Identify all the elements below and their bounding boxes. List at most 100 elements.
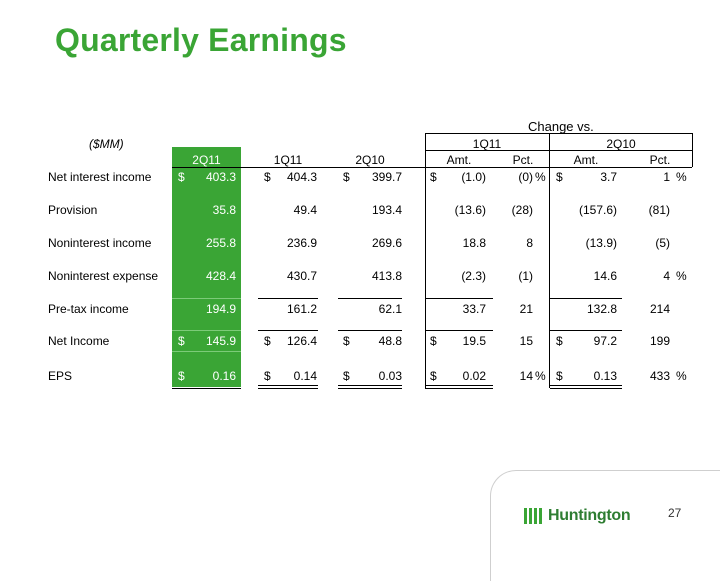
subtotal-rule [550, 298, 622, 299]
total-double-rule [258, 388, 318, 389]
dollar-sign: $ [264, 369, 271, 383]
value-1q11: 0.14 [293, 369, 317, 383]
value-2q11: 428.4 [205, 269, 236, 283]
change-amt-2q10: (13.9) [585, 236, 617, 250]
change-pct-2q10: 4 [663, 269, 670, 283]
value-1q11: 236.9 [286, 236, 317, 250]
value-2q10: 269.6 [371, 236, 402, 250]
value-2q10: 62.1 [378, 302, 402, 316]
value-2q11: 35.8 [212, 203, 236, 217]
group-divider-rule [549, 133, 550, 388]
change-vs-label: Change vs. [528, 119, 594, 134]
change-amt-1q11: (13.6) [454, 203, 486, 217]
row-label: Pre-tax income [48, 302, 129, 316]
total-double-rule [258, 385, 318, 386]
dollar-sign: $ [178, 170, 185, 184]
change-amt-2q10: (157.6) [578, 203, 617, 217]
column-header: 1Q11 [273, 153, 303, 167]
green-rule [172, 330, 241, 331]
total-double-rule [338, 385, 402, 386]
dollar-sign: $ [556, 334, 563, 348]
change-pct-1q11: 14 [519, 369, 533, 383]
change-amt-1q11: 0.02 [462, 369, 486, 383]
dollar-sign: $ [556, 170, 563, 184]
percent-sign: % [535, 170, 546, 184]
column-header: 2Q10 [355, 153, 385, 167]
dollar-sign: $ [343, 334, 350, 348]
total-double-rule [550, 385, 622, 386]
value-2q10: 413.8 [371, 269, 402, 283]
page-number: 27 [668, 506, 682, 520]
dollar-sign: $ [430, 369, 437, 383]
footer-curve-decoration [490, 470, 720, 581]
dollar-sign: $ [178, 369, 185, 383]
green-rule [172, 351, 241, 352]
percent-sign: % [676, 369, 687, 383]
dollar-sign: $ [264, 334, 271, 348]
change-pct-1q11: 8 [526, 236, 533, 250]
change-amt-1q11: 18.8 [462, 236, 486, 250]
percent-sign: % [676, 170, 687, 184]
row-label: Net interest income [48, 170, 152, 184]
change-pct-1q11: 15 [519, 334, 533, 348]
value-1q11: 404.3 [286, 170, 317, 184]
subtotal-rule [338, 298, 402, 299]
huntington-logo-icon [523, 506, 543, 526]
dollar-sign: $ [430, 170, 437, 184]
dollar-sign: $ [556, 369, 563, 383]
column-header: Amt. [446, 153, 472, 167]
column-header: 2Q11 [192, 153, 221, 167]
value-2q10: 48.8 [378, 334, 402, 348]
subtotal-rule [258, 330, 318, 331]
change-amt-2q10: 3.7 [600, 170, 617, 184]
dollar-sign: $ [343, 369, 350, 383]
change-amt-2q10: 97.2 [593, 334, 617, 348]
subtotal-rule [425, 298, 493, 299]
column-header: Amt. [573, 153, 599, 167]
value-1q11: 126.4 [286, 334, 317, 348]
header-bottom-rule [172, 167, 692, 168]
change-amt-1q11: 19.5 [462, 334, 486, 348]
dollar-sign: $ [264, 170, 271, 184]
row-label: Provision [48, 203, 98, 217]
group-header-2q10: 2Q10 [606, 137, 636, 151]
percent-sign: % [676, 269, 687, 283]
value-2q10: 193.4 [371, 203, 402, 217]
dollar-sign: $ [430, 334, 437, 348]
value-2q11: 255.8 [205, 236, 236, 250]
total-double-rule [550, 388, 622, 389]
total-double-rule [338, 388, 402, 389]
change-amt-2q10: 0.13 [593, 369, 617, 383]
group-header-1q11: 1Q11 [472, 137, 502, 151]
units-label: ($MM) [89, 137, 124, 151]
subtotal-rule [258, 298, 318, 299]
green-bottom-rule [172, 388, 241, 389]
value-1q11: 430.7 [286, 269, 317, 283]
change-amt-2q10: 14.6 [593, 269, 617, 283]
change-amt-1q11: (2.3) [461, 269, 486, 283]
change-pct-1q11: 21 [519, 302, 533, 316]
current-quarter-highlight [172, 147, 241, 387]
value-1q11: 161.2 [286, 302, 317, 316]
row-label: Net Income [48, 334, 110, 348]
change-pct-2q10: 214 [649, 302, 670, 316]
change-pct-2q10: 1 [663, 170, 670, 184]
value-1q11: 49.4 [293, 203, 317, 217]
column-header: Pct. [649, 153, 671, 167]
green-rule [172, 298, 241, 299]
dollar-sign: $ [343, 170, 350, 184]
change-pct-1q11: (28) [511, 203, 533, 217]
subtotal-rule [550, 330, 622, 331]
row-label: Noninterest expense [48, 269, 159, 283]
change-amt-1q11: 33.7 [462, 302, 486, 316]
group-top-rule [425, 133, 692, 134]
value-2q11: 145.9 [205, 334, 236, 348]
change-pct-2q10: (5) [655, 236, 670, 250]
group-right-rule [692, 133, 693, 167]
percent-sign: % [535, 369, 546, 383]
change-pct-1q11: (1) [518, 269, 533, 283]
row-label: Noninterest income [48, 236, 152, 250]
value-2q10: 0.03 [378, 369, 402, 383]
value-2q11: 403.3 [205, 170, 236, 184]
change-amt-1q11: (1.0) [461, 170, 486, 184]
